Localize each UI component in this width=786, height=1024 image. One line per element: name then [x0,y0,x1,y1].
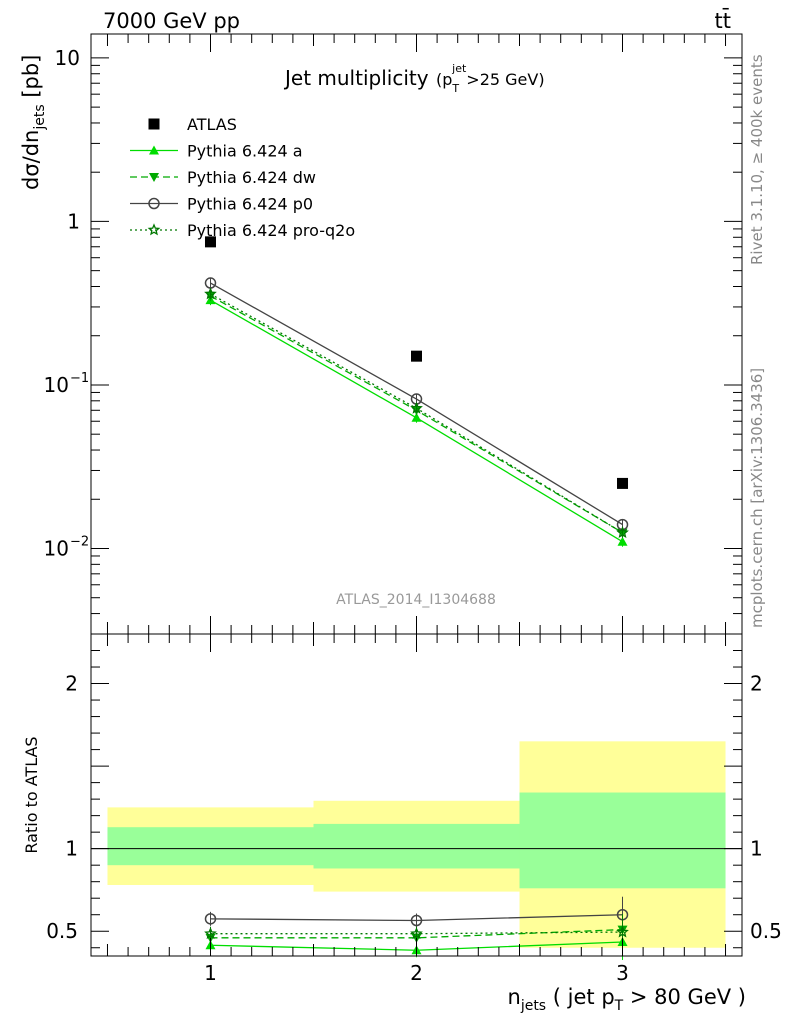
main-y-tick-label: 10 [44,373,69,397]
marker-atlas [617,477,629,489]
marker-atlas [411,350,422,362]
ratio-marker-pythia-6-424-pro-q2o [204,927,217,940]
x-tick-label: 1 [204,961,217,985]
ratio-y-axis-label: Ratio to ATLAS [22,736,41,853]
x-tick-label: 2 [410,961,423,985]
ratio-line-pythia-6-424-dw [210,928,623,939]
rivet-label: Rivet 3.1.10, ≥ 400k events [748,54,766,265]
legend: ATLAS Pythia 6.424 a Pythia 6.424 dw Pythia… [130,115,355,240]
marker-pythia-6-424-a [411,412,422,422]
main-y-axis-label-tail: [pb] [19,55,43,105]
ratio-series [204,896,629,960]
plot-title-main: Jet multiplicity [283,66,429,90]
ratio-y-tick-label-left: 1 [65,837,78,861]
x-axis-label: njets ( jet pT > 80 GeV ) [508,985,747,1014]
ratio-ticks [91,634,742,956]
legend-marker-pythia-6-424-p0 [148,197,160,210]
process-label: tt̄ [715,8,731,33]
ratio-marker-pythia-6-424-p0 [410,914,423,927]
legend-label-pythia-6-424-a: Pythia 6.424 a [187,142,303,161]
stat-uncertainty-band [107,827,314,866]
main-y-axis-label-sub: jets [32,104,48,130]
ratio-marker-pythia-6-424-p0 [204,913,217,925]
x-axis-label-tail2: > 80 GeV ) [623,985,746,1009]
ratio-y-tick-label-right: 0.5 [750,919,782,943]
legend-marker-atlas [148,118,160,130]
main-y-tick-label: 10 [44,536,69,560]
plot-title-cut-jet: jet [451,62,467,75]
plot-title: Jet multiplicity [283,66,429,90]
legend-marker-pythia-6-424-dw [149,173,159,182]
plot-title-cut-tail: >25 GeV) [466,70,544,89]
ratio-y-tick-label-left: 0.5 [46,919,78,943]
marker-pythia-6-424-pro-q2o [616,525,629,539]
x-axis-label-tail: ( jet p [546,985,615,1009]
main-y-axis-label-main: dσ/dn [19,130,43,190]
source-label: mcplots.cern.ch [arXiv:1306.3436] [748,368,766,628]
x-axis-label-sub: jets [520,998,546,1014]
legend-label-pythia-6-424-dw: Pythia 6.424 dw [187,168,316,187]
ratio-y-tick-label-right: 1 [750,837,763,861]
main-y-tick-label-exp: −2 [70,534,89,549]
ratio-uncertainty-bands [107,741,726,948]
ratio-marker-pythia-6-424-pro-q2o [616,925,629,938]
main-y-ticks [91,57,742,635]
ratio-plot-panel: 0.5 0.5 1 1 2 2 1 2 3 Ratio to ATLAS njets ( jet… [22,633,782,1014]
marker-atlas [204,236,216,248]
legend-marker-pythia-6-424-pro-q2o [147,223,161,236]
x-tick-label: 3 [616,961,629,985]
main-series [204,236,629,547]
plot-title-cut-T: T [451,82,459,95]
plot-title-cut: (pTjet>25 GeV) [436,62,545,95]
marker-pythia-6-424-pro-q2o [410,401,423,414]
main-y-tick-label: 10 [55,46,80,70]
stat-uncertainty-band [519,792,726,889]
legend-label-pythia-6-424-p0: Pythia 6.424 p0 [187,195,313,214]
ratio-y-tick-label-right: 2 [750,672,763,696]
stat-uncertainty-band [313,823,520,869]
ratio-marker-pythia-6-424-pro-q2o [410,927,423,940]
marker-pythia-6-424-a [617,536,628,546]
energy-label: 7000 GeV pp [103,9,240,33]
main-y-tick-label-exp: −1 [70,371,89,386]
ratio-tick-labels: 0.5 0.5 1 1 2 2 1 2 3 [46,672,782,985]
legend-label-atlas: ATLAS [187,115,237,134]
legend-label-pythia-6-424-pro-q2o: Pythia 6.424 pro-q2o [187,221,355,240]
main-y-tick-label: 1 [67,209,80,233]
legend-marker-pythia-6-424-a [149,145,159,155]
main-x-ticks [106,34,727,634]
x-axis-label-main: n [508,985,521,1009]
ratio-y-tick-label-left: 2 [65,672,78,696]
analysis-id: ATLAS_2014_I1304688 [336,592,496,608]
x-axis-label-sub2: T [614,998,624,1014]
main-y-axis-label: dσ/dnjets [pb] [19,55,48,190]
marker-pythia-6-424-pro-q2o [204,287,217,300]
plot-title-cut-open: (p [436,70,452,89]
